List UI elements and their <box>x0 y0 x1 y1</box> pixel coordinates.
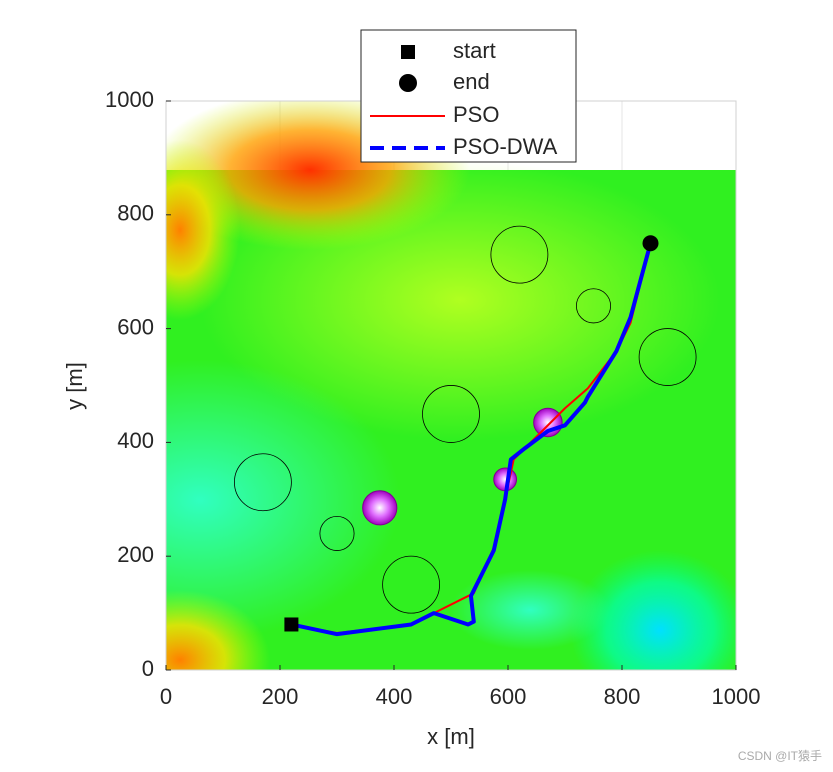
obstacle <box>382 555 441 614</box>
y-tick-label: 200 <box>117 542 154 567</box>
legend-label: PSO-DWA <box>453 134 558 159</box>
y-tick-label: 0 <box>142 656 154 681</box>
start-marker <box>284 617 299 632</box>
obstacle <box>638 328 697 386</box>
x-tick-label: 600 <box>490 684 527 709</box>
obstacle <box>319 515 355 551</box>
end-marker <box>642 235 659 252</box>
x-tick-label: 400 <box>376 684 413 709</box>
y-tick-label: 600 <box>117 314 154 339</box>
legend <box>360 29 577 163</box>
y-tick-label: 1000 <box>105 87 154 112</box>
legend-label: start <box>453 38 496 63</box>
x-tick-label: 0 <box>160 684 172 709</box>
obstacle <box>233 453 292 512</box>
obstacle <box>490 225 549 284</box>
x-tick-label: 1000 <box>712 684 761 709</box>
y-tick-label: 400 <box>117 428 154 453</box>
legend-label: PSO <box>453 102 499 127</box>
legend-label: end <box>453 69 490 94</box>
watermark: CSDN @IT猿手 <box>738 748 822 763</box>
obstacle <box>422 385 480 443</box>
path-line <box>290 242 653 637</box>
x-tick-label: 200 <box>262 684 299 709</box>
obstacle <box>576 288 612 324</box>
x-axis-label: x [m] <box>427 724 475 749</box>
legend-marker <box>401 45 415 59</box>
y-axis-label: y [m] <box>62 362 87 410</box>
dynamic-obstacle <box>362 490 398 526</box>
y-tick-label: 800 <box>117 201 154 226</box>
terrain <box>166 101 736 670</box>
x-tick-label: 800 <box>604 684 641 709</box>
legend-marker <box>399 74 417 92</box>
